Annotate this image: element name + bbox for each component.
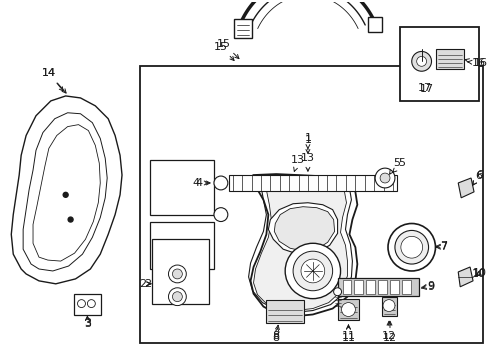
- Text: 8: 8: [272, 325, 279, 341]
- Text: 1: 1: [304, 134, 311, 149]
- Text: 9: 9: [421, 282, 433, 292]
- Bar: [367, 17, 381, 32]
- Bar: [436, 49, 463, 69]
- Text: 12: 12: [382, 321, 396, 343]
- Text: 2: 2: [144, 279, 151, 289]
- Text: 17: 17: [419, 84, 433, 94]
- Text: 7: 7: [436, 241, 446, 251]
- Bar: [401, 280, 410, 294]
- Text: 2: 2: [139, 279, 150, 289]
- Circle shape: [341, 303, 355, 316]
- Bar: [228, 175, 396, 191]
- Text: 6: 6: [472, 171, 482, 185]
- Text: 8: 8: [272, 328, 279, 343]
- Text: 11: 11: [341, 325, 355, 343]
- Bar: [266, 300, 304, 323]
- Text: 16: 16: [464, 58, 485, 68]
- Bar: [233, 18, 251, 38]
- Text: 14: 14: [41, 68, 63, 91]
- Text: 10: 10: [472, 268, 486, 278]
- Bar: [366, 280, 374, 294]
- Text: 14: 14: [41, 68, 66, 93]
- Circle shape: [292, 251, 332, 291]
- Text: 12: 12: [381, 321, 395, 341]
- Circle shape: [87, 300, 95, 307]
- Circle shape: [285, 243, 340, 299]
- Text: 13: 13: [290, 155, 305, 171]
- Polygon shape: [457, 267, 472, 287]
- Circle shape: [78, 300, 85, 307]
- Circle shape: [301, 259, 324, 283]
- Text: 4: 4: [195, 178, 210, 188]
- Bar: [381, 297, 396, 316]
- Circle shape: [400, 237, 422, 258]
- Circle shape: [382, 300, 394, 311]
- Bar: [399, 27, 478, 101]
- Text: 13: 13: [300, 153, 314, 171]
- Circle shape: [394, 230, 427, 264]
- Text: 5: 5: [389, 158, 400, 174]
- Text: 3: 3: [84, 316, 91, 328]
- Text: 4: 4: [192, 178, 208, 188]
- Text: 9: 9: [421, 281, 433, 291]
- Circle shape: [387, 224, 435, 271]
- Bar: [149, 160, 214, 215]
- Circle shape: [411, 51, 430, 71]
- Text: 6: 6: [471, 170, 483, 185]
- Text: 7: 7: [436, 242, 446, 252]
- Bar: [337, 278, 418, 296]
- Circle shape: [68, 217, 73, 222]
- Bar: [377, 280, 386, 294]
- Circle shape: [168, 288, 186, 306]
- Bar: [151, 239, 208, 303]
- Circle shape: [416, 57, 426, 66]
- Text: 15: 15: [216, 39, 239, 59]
- Text: 1: 1: [304, 135, 311, 153]
- Circle shape: [168, 265, 186, 283]
- Bar: [140, 66, 482, 343]
- Bar: [73, 294, 101, 315]
- Bar: [149, 221, 214, 269]
- Polygon shape: [250, 174, 357, 316]
- Bar: [342, 280, 351, 294]
- Circle shape: [214, 208, 227, 221]
- Circle shape: [374, 168, 394, 188]
- Polygon shape: [253, 181, 347, 311]
- Text: 11: 11: [341, 325, 355, 341]
- Text: 5: 5: [392, 158, 405, 172]
- Text: 15: 15: [213, 41, 234, 60]
- Bar: [389, 280, 398, 294]
- Circle shape: [172, 292, 182, 302]
- Text: 10: 10: [471, 269, 485, 279]
- Polygon shape: [274, 207, 334, 251]
- Circle shape: [172, 269, 182, 279]
- Text: 16: 16: [467, 58, 487, 68]
- Bar: [354, 280, 363, 294]
- Circle shape: [214, 176, 227, 190]
- Bar: [337, 299, 359, 320]
- Polygon shape: [268, 203, 337, 254]
- Circle shape: [333, 288, 341, 296]
- Text: 3: 3: [84, 316, 91, 329]
- Circle shape: [379, 173, 389, 183]
- Text: 17: 17: [417, 83, 431, 93]
- Circle shape: [63, 192, 68, 197]
- Polygon shape: [457, 178, 473, 198]
